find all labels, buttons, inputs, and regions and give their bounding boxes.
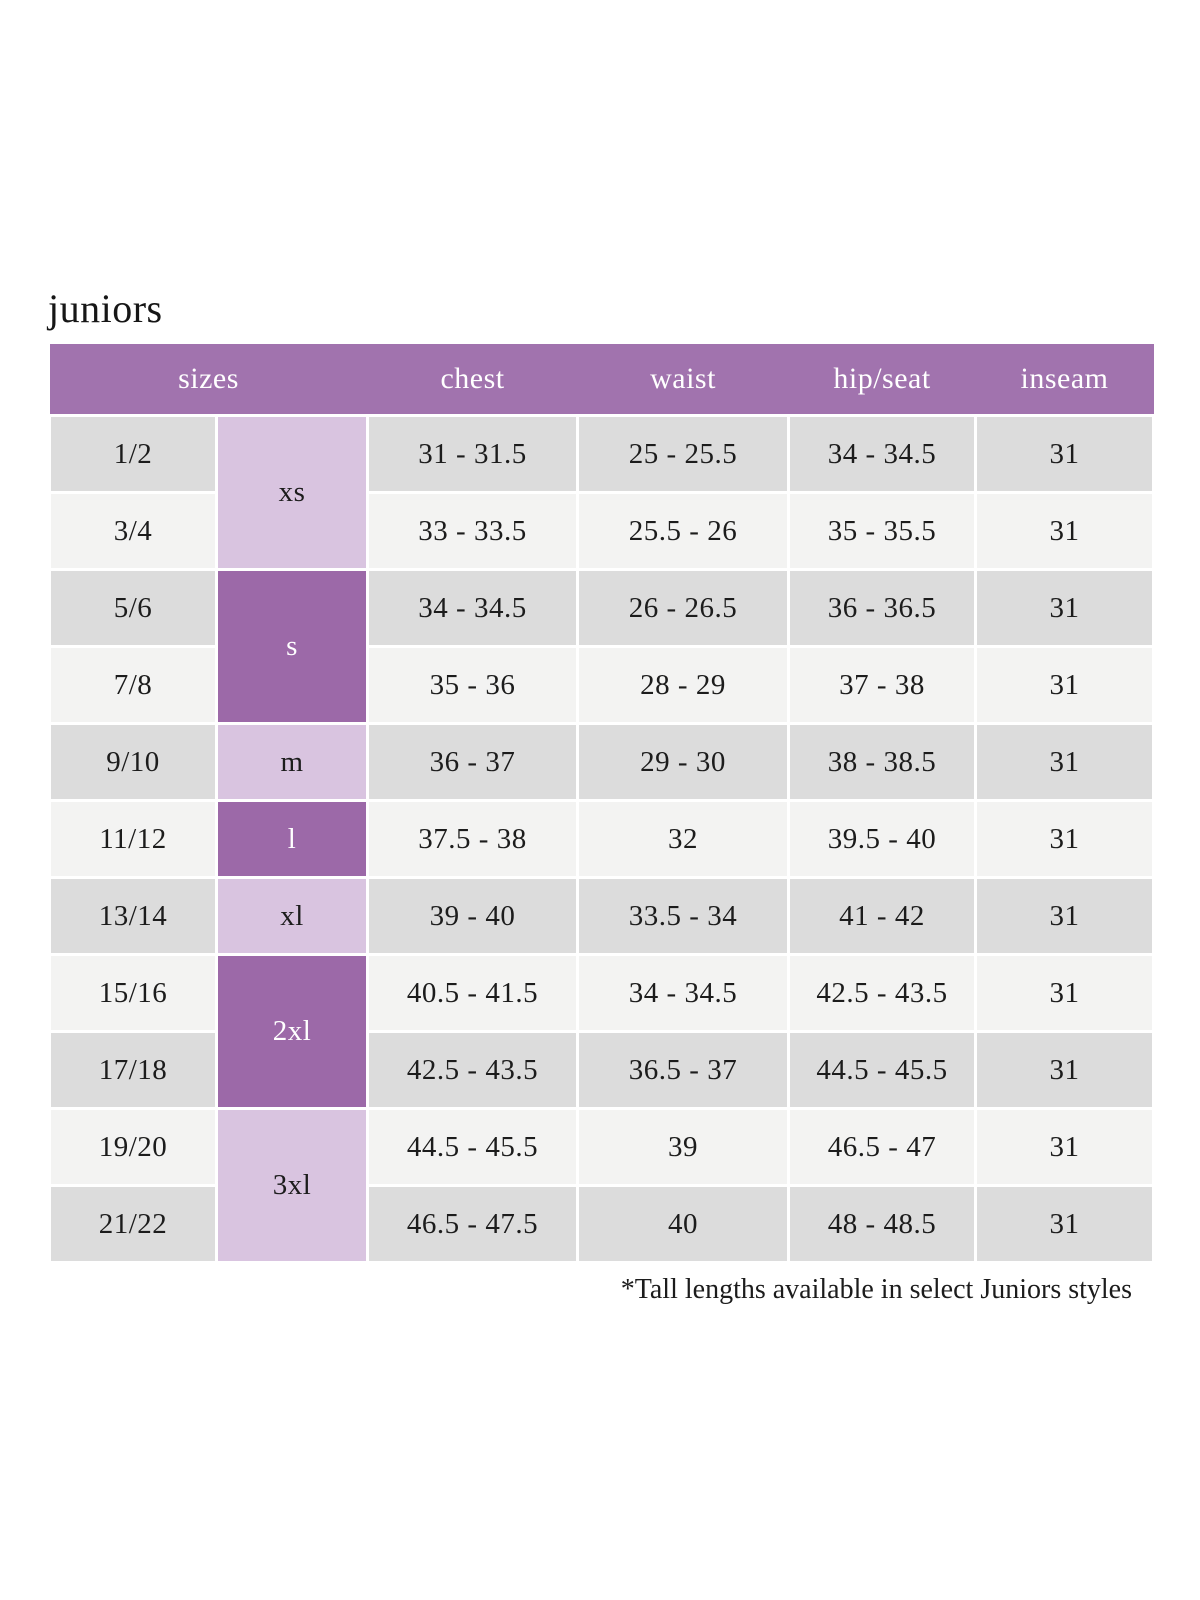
page-title: juniors (48, 286, 163, 331)
hip-seat-cell: 48 - 48.5 (787, 1184, 978, 1264)
size-group-cell: l (214, 799, 370, 879)
inseam-cell: 31 (974, 645, 1156, 725)
size-range-cell: 11/12 (48, 799, 218, 879)
hip-seat-cell: 44.5 - 45.5 (787, 1030, 978, 1110)
column-header-hip-seat: hip/seat (788, 344, 976, 416)
column-header-chest: chest (367, 344, 578, 416)
size-range-cell: 3/4 (48, 491, 218, 571)
size-range-cell: 17/18 (48, 1030, 218, 1110)
waist-cell: 33.5 - 34 (576, 876, 791, 956)
table-row: 1/2 xs 31 - 31.5 25 - 25.5 34 - 34.5 31 (48, 414, 1156, 571)
table-row: 5/6 s 34 - 34.5 26 - 26.5 36 - 36.5 31 (48, 568, 1156, 725)
waist-cell: 25 - 25.5 (576, 414, 791, 494)
hip-seat-cell: 34 - 34.5 (787, 414, 978, 494)
waist-cell: 34 - 34.5 (576, 953, 791, 1033)
hip-seat-cell: 37 - 38 (787, 645, 978, 725)
size-chart-page: juniors sizes chest waist hip/seat insea… (48, 286, 1156, 1305)
size-range-cell: 19/20 (48, 1107, 218, 1187)
hip-seat-cell: 35 - 35.5 (787, 491, 978, 571)
chest-cell: 42.5 - 43.5 (366, 1030, 580, 1110)
size-group-cell: s (214, 568, 370, 725)
column-header-inseam: inseam (975, 344, 1154, 416)
waist-cell: 28 - 29 (576, 645, 791, 725)
table-row: 15/16 2xl 40.5 - 41.5 34 - 34.5 42.5 - 43.5 3… (48, 953, 1156, 1110)
size-range-cell: 5/6 (48, 568, 218, 648)
inseam-cell: 31 (974, 414, 1156, 494)
table-row: 19/20 3xl 44.5 - 45.5 39 46.5 - 47 31 (48, 1107, 1156, 1264)
inseam-cell: 31 (974, 491, 1156, 571)
juniors-size-table: sizes chest waist hip/seat inseam 1/2 xs 3… (48, 344, 1156, 1264)
waist-cell: 25.5 - 26 (576, 491, 791, 571)
chest-cell: 31 - 31.5 (366, 414, 580, 494)
inseam-cell: 31 (974, 1107, 1156, 1187)
hip-seat-cell: 42.5 - 43.5 (787, 953, 978, 1033)
table-row: 13/14 xl 39 - 40 33.5 - 34 41 - 42 31 (48, 876, 1156, 956)
size-range-cell: 9/10 (48, 722, 218, 802)
chest-cell: 33 - 33.5 (366, 491, 580, 571)
inseam-cell: 31 (974, 1184, 1156, 1264)
hip-seat-cell: 39.5 - 40 (787, 799, 978, 879)
size-range-cell: 15/16 (48, 953, 218, 1033)
inseam-cell: 31 (974, 799, 1156, 879)
waist-cell: 36.5 - 37 (576, 1030, 791, 1110)
chest-cell: 37.5 - 38 (366, 799, 580, 879)
table-row: 11/12 l 37.5 - 38 32 39.5 - 40 31 (48, 799, 1156, 879)
table-row: 17/18 42.5 - 43.5 36.5 - 37 44.5 - 45.5 31 (48, 1030, 1156, 1110)
waist-cell: 26 - 26.5 (576, 568, 791, 648)
size-range-cell: 21/22 (48, 1184, 218, 1264)
waist-cell: 32 (576, 799, 791, 879)
column-header-sizes: sizes (49, 344, 368, 416)
hip-seat-cell: 41 - 42 (787, 876, 978, 956)
size-range-cell: 13/14 (48, 876, 218, 956)
inseam-cell: 31 (974, 722, 1156, 802)
chest-cell: 44.5 - 45.5 (366, 1107, 580, 1187)
hip-seat-cell: 46.5 - 47 (787, 1107, 978, 1187)
chest-cell: 39 - 40 (366, 876, 580, 956)
hip-seat-cell: 36 - 36.5 (787, 568, 978, 648)
header-row: sizes chest waist hip/seat inseam (49, 344, 1154, 416)
size-range-cell: 7/8 (48, 645, 218, 725)
chest-cell: 35 - 36 (366, 645, 580, 725)
size-group-cell: 2xl (214, 953, 370, 1110)
inseam-cell: 31 (974, 876, 1156, 956)
size-group-cell: xs (214, 414, 370, 571)
chest-cell: 36 - 37 (366, 722, 580, 802)
size-group-cell: 3xl (214, 1107, 370, 1264)
table-row: 3/4 33 - 33.5 25.5 - 26 35 - 35.5 31 (48, 491, 1156, 571)
inseam-cell: 31 (974, 568, 1156, 648)
size-group-cell: xl (214, 876, 370, 956)
waist-cell: 39 (576, 1107, 791, 1187)
inseam-cell: 31 (974, 953, 1156, 1033)
size-table-body: 1/2 xs 31 - 31.5 25 - 25.5 34 - 34.5 31 3/4 33 … (48, 414, 1156, 1264)
chest-cell: 46.5 - 47.5 (366, 1184, 580, 1264)
table-row: 21/22 46.5 - 47.5 40 48 - 48.5 31 (48, 1184, 1156, 1264)
column-header-waist: waist (577, 344, 789, 416)
size-group-cell: m (214, 722, 370, 802)
size-range-cell: 1/2 (48, 414, 218, 494)
chest-cell: 40.5 - 41.5 (366, 953, 580, 1033)
inseam-cell: 31 (974, 1030, 1156, 1110)
table-row: 9/10 m 36 - 37 29 - 30 38 - 38.5 31 (48, 722, 1156, 802)
waist-cell: 40 (576, 1184, 791, 1264)
hip-seat-cell: 38 - 38.5 (787, 722, 978, 802)
chest-cell: 34 - 34.5 (366, 568, 580, 648)
waist-cell: 29 - 30 (576, 722, 791, 802)
table-row: 7/8 35 - 36 28 - 29 37 - 38 31 (48, 645, 1156, 725)
tall-lengths-footnote: *Tall lengths available in select Junior… (620, 1274, 1132, 1305)
